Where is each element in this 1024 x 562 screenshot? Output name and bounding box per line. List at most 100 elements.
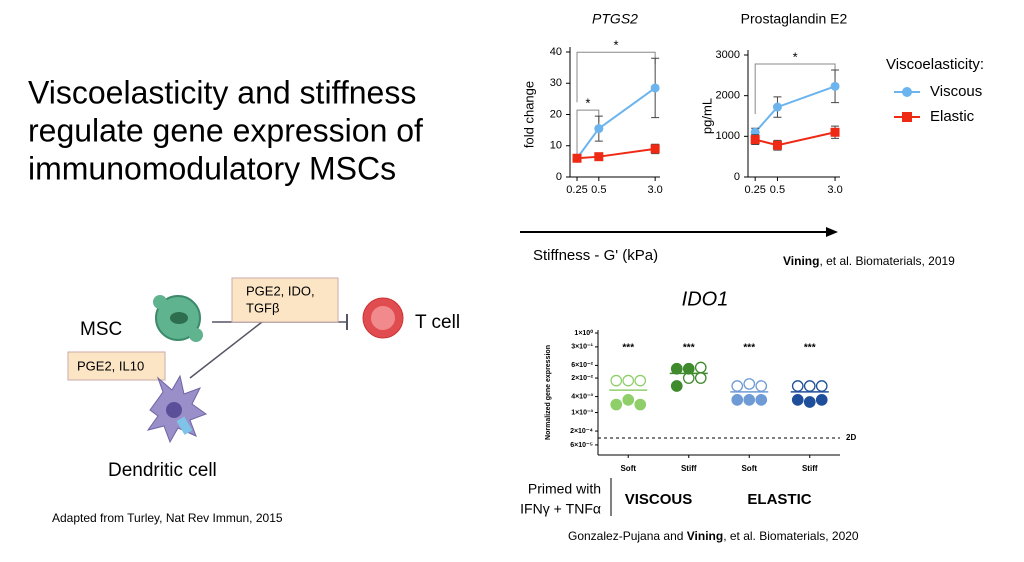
series-line	[754, 131, 836, 147]
significance-bracket	[754, 63, 836, 115]
point	[815, 380, 828, 392]
slide-title: Viscoelasticity and stiffness	[28, 74, 416, 110]
slide-title: immunomodulatory MSCs	[28, 150, 396, 186]
y-tick-label: 2000	[716, 90, 740, 102]
marker	[830, 127, 840, 137]
marker	[594, 152, 604, 162]
citation: Gonzalez-Pujana and Vining, et al. Bioma…	[568, 529, 859, 543]
point	[610, 374, 623, 387]
point	[634, 398, 647, 411]
y-tick-label: 1000	[716, 130, 740, 142]
condition-label: IFNγ + TNFα	[520, 501, 601, 517]
factor-box	[231, 277, 339, 323]
significance-star: ***	[622, 343, 634, 354]
dc-nucleus	[166, 402, 182, 418]
significance-star: ***	[683, 343, 695, 354]
factor-text: TGFβ	[246, 300, 279, 315]
stiffness-label: Stiffness - G' (kPa)	[533, 247, 658, 264]
msc-cell	[153, 295, 203, 342]
y-tick-label: 2×10⁻⁴	[570, 428, 593, 435]
y-tick-label: 1×10⁻³	[571, 409, 593, 416]
x-tick-label: 0.5	[770, 184, 785, 196]
author: Vining	[687, 529, 723, 543]
point	[803, 396, 816, 408]
x-tick-label: 3.0	[648, 184, 663, 196]
y-tick-label: 4×10⁻³	[571, 393, 593, 400]
y-tick-label: 10	[550, 140, 562, 152]
citation-text: Gonzalez-Pujana and	[568, 529, 687, 543]
y-tick-label: 0	[734, 171, 740, 183]
marker	[772, 140, 782, 150]
point	[731, 394, 744, 406]
factor-text: PGE2, IDO,	[246, 283, 315, 298]
significance-star: *	[793, 49, 798, 64]
x-tick-label: Stiff	[681, 464, 697, 473]
point	[731, 380, 744, 392]
point	[670, 380, 683, 392]
y-tick-label: 40	[550, 46, 562, 58]
point	[755, 380, 768, 392]
chart-title: Prostaglandin E2	[741, 11, 848, 27]
significance-star: *	[614, 38, 619, 53]
x-tick-label: Soft	[741, 464, 757, 473]
point	[694, 372, 707, 384]
y-tick-label: 3000	[716, 49, 740, 61]
significance-star: ***	[804, 343, 816, 354]
series-line	[576, 147, 656, 160]
y-axis-label: pg/mL	[699, 98, 714, 134]
citation-text: , et al. Biomaterials, 2020	[723, 529, 859, 543]
dc-receptor	[176, 416, 193, 435]
source-note: Adapted from Turley, Nat Rev Immun, 2015	[52, 511, 283, 525]
marker	[830, 81, 840, 91]
y-tick-label: 6×10⁻⁵	[570, 442, 593, 449]
x-tick-label: 0.25	[744, 184, 765, 196]
point	[791, 394, 804, 406]
point	[743, 378, 756, 390]
reference-label: 2D	[846, 433, 856, 442]
point	[755, 394, 768, 406]
point	[682, 362, 695, 375]
y-axis-label: Normalized gene expression	[545, 345, 552, 440]
cell-label: MSC	[80, 319, 122, 340]
point	[670, 362, 683, 375]
legend-label: Viscous	[930, 83, 982, 100]
citation: Vining, et al. Biomaterials, 2019	[783, 254, 955, 268]
condition-label: Primed with	[528, 481, 601, 497]
diagram: PGE2, IDO, TGFβ PGE2, IL10 MSC T cell De…	[52, 277, 460, 525]
point	[815, 394, 828, 406]
significance-star: *	[585, 96, 590, 111]
significance-star: ***	[743, 343, 755, 354]
group-label: ELASTIC	[747, 491, 811, 508]
point	[743, 394, 756, 406]
x-tick-label: Stiff	[802, 464, 818, 473]
y-tick-label: 20	[550, 108, 562, 120]
cell-label: Dendritic cell	[108, 460, 217, 481]
chart-title: PTGS2	[592, 11, 638, 27]
legend-label: Elastic	[930, 108, 975, 125]
y-tick-label: 1×10⁰	[574, 329, 593, 337]
point	[634, 374, 647, 387]
x-tick-label: 0.25	[566, 184, 587, 196]
x-tick-label: 3.0	[827, 184, 842, 196]
citation-text: , et al. Biomaterials, 2019	[819, 254, 955, 268]
msc-lobe	[189, 328, 203, 342]
point	[622, 394, 635, 406]
marker	[750, 135, 760, 145]
legend-marker	[902, 87, 912, 97]
series-line	[754, 85, 836, 133]
marker	[572, 153, 582, 163]
point	[803, 380, 816, 392]
marker	[650, 144, 660, 154]
marker	[650, 83, 660, 93]
cell-label: T cell	[415, 312, 460, 333]
dendritic-cell	[146, 374, 208, 444]
y-axis-label: fold change	[521, 81, 536, 148]
t-cell-core	[371, 306, 395, 330]
marker	[594, 124, 604, 134]
y-tick-label: 0	[556, 171, 562, 183]
legend-title: Viscoelasticity:	[886, 56, 984, 73]
y-tick-label: 30	[550, 77, 562, 89]
arrow-head	[826, 227, 838, 237]
